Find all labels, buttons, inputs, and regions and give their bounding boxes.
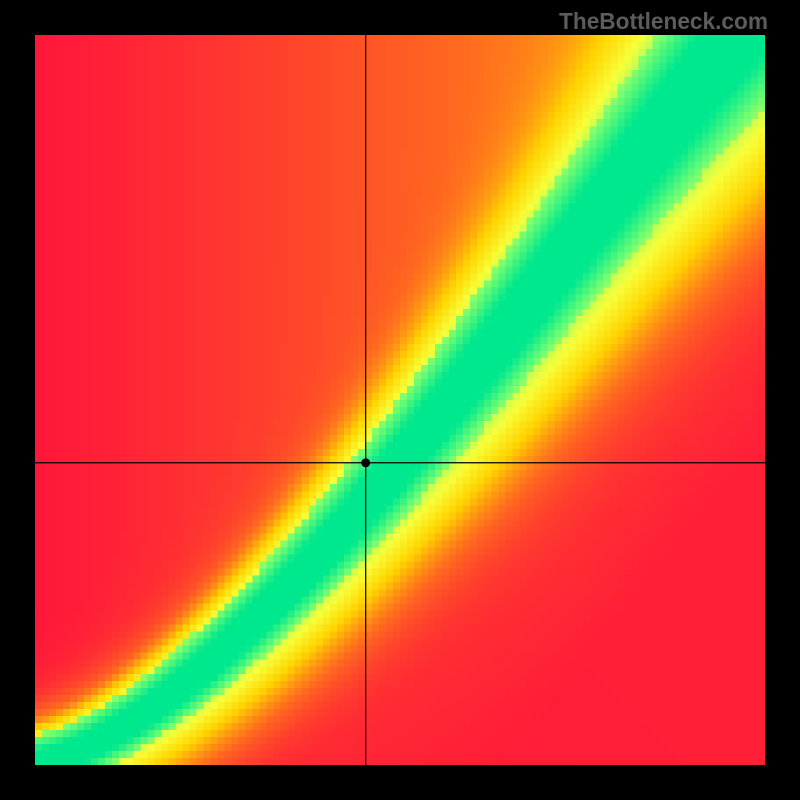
watermark-text: TheBottleneck.com	[559, 8, 768, 35]
crosshair-dot	[361, 458, 370, 467]
chart-container: TheBottleneck.com	[0, 0, 800, 800]
crosshair-overlay	[0, 0, 800, 800]
